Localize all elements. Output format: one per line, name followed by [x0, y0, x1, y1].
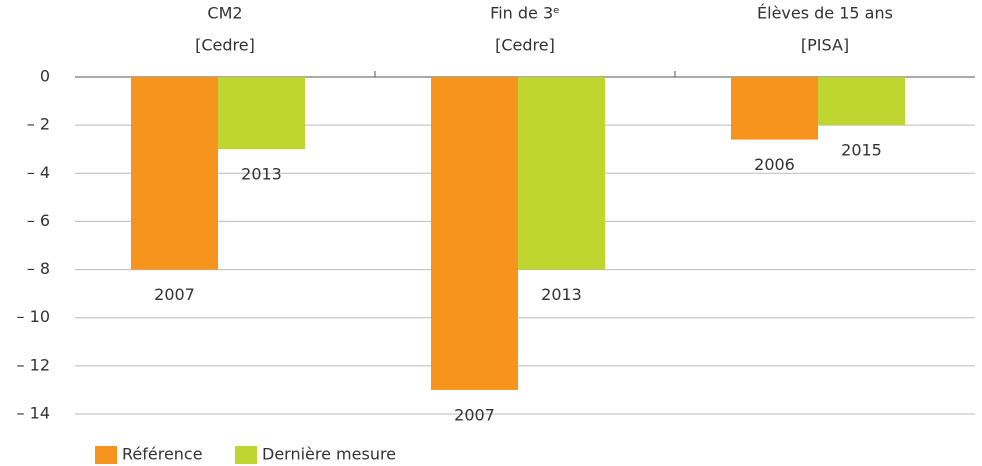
bar-label: 2015	[841, 141, 882, 160]
bar-label: 2006	[754, 155, 795, 174]
category-label: Fin de 3ᵉ	[490, 4, 560, 23]
bar-label: 2007	[154, 285, 195, 304]
bar	[818, 77, 905, 126]
y-tick-label: – 14	[17, 404, 50, 423]
legend-swatch	[235, 446, 257, 464]
category-label: Élèves de 15 ans	[757, 4, 893, 23]
bar-label: 2013	[241, 165, 282, 184]
legend-label: Référence	[122, 445, 203, 464]
category-label: [Cedre]	[195, 36, 255, 55]
category-label: [Cedre]	[495, 36, 555, 55]
y-tick-label: – 4	[27, 163, 50, 182]
bar	[218, 77, 305, 150]
y-tick-label: 0	[40, 67, 50, 86]
category-label: [PISA]	[801, 36, 849, 55]
y-tick-label: – 2	[27, 115, 50, 134]
legend-swatch	[95, 446, 117, 464]
bar	[131, 77, 218, 270]
bar	[731, 77, 818, 140]
bar-label: 2007	[454, 405, 495, 424]
y-tick-label: – 12	[17, 355, 50, 374]
y-tick-label: – 8	[27, 259, 50, 278]
y-tick-label: – 10	[17, 307, 50, 326]
legend-label: Dernière mesure	[262, 445, 396, 464]
y-tick-label: – 6	[27, 211, 50, 230]
category-label: CM2	[207, 4, 242, 23]
bar	[518, 77, 605, 270]
bar-label: 2013	[541, 285, 582, 304]
bar	[431, 77, 518, 390]
